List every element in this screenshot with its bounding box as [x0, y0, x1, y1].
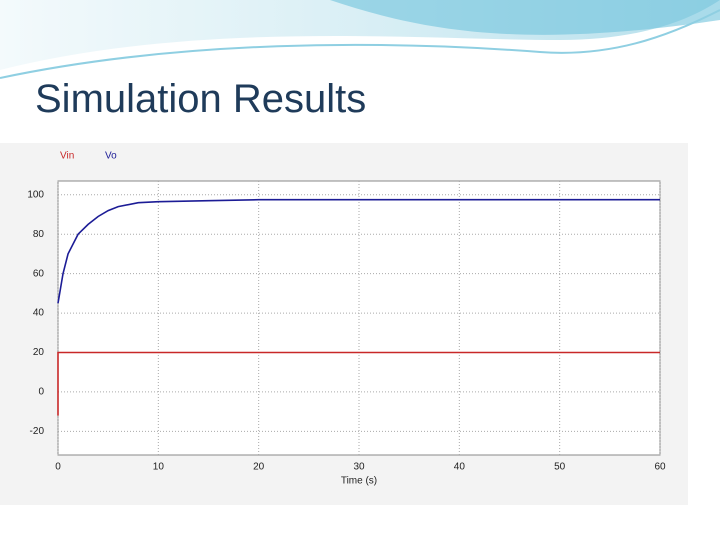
y-tick-label: 20: [33, 347, 45, 358]
y-tick-label: 40: [33, 308, 45, 319]
legend-label: Vo: [105, 151, 117, 162]
slide-title: Simulation Results: [35, 77, 366, 121]
x-tick-label: 30: [353, 462, 365, 473]
chart: -20 0 20 40 60 80 100 0 10 20 30 40 50 60 Time (s) Vin V…: [27, 151, 666, 487]
y-tick-label: 80: [33, 229, 45, 240]
y-tick-label: -20: [30, 426, 45, 437]
y-tick-label: 0: [38, 387, 44, 398]
swoosh: [330, 0, 720, 35]
plot-area: [57, 180, 661, 456]
series-line: [57, 351, 660, 416]
x-tick-label: 0: [55, 462, 61, 473]
x-tick-label: 60: [654, 462, 666, 473]
x-tick-label: 10: [153, 462, 165, 473]
x-axis-label: Time (s): [341, 476, 377, 487]
y-tick-label: 60: [33, 268, 45, 279]
x-tick-label: 50: [554, 462, 566, 473]
y-tick-label: 100: [27, 189, 44, 200]
swoosh-line: [0, 9, 720, 79]
series-line: [57, 198, 660, 304]
x-tick-label: 20: [253, 462, 265, 473]
x-tick-label: 40: [454, 462, 466, 473]
legend-label: Vin: [60, 151, 74, 162]
